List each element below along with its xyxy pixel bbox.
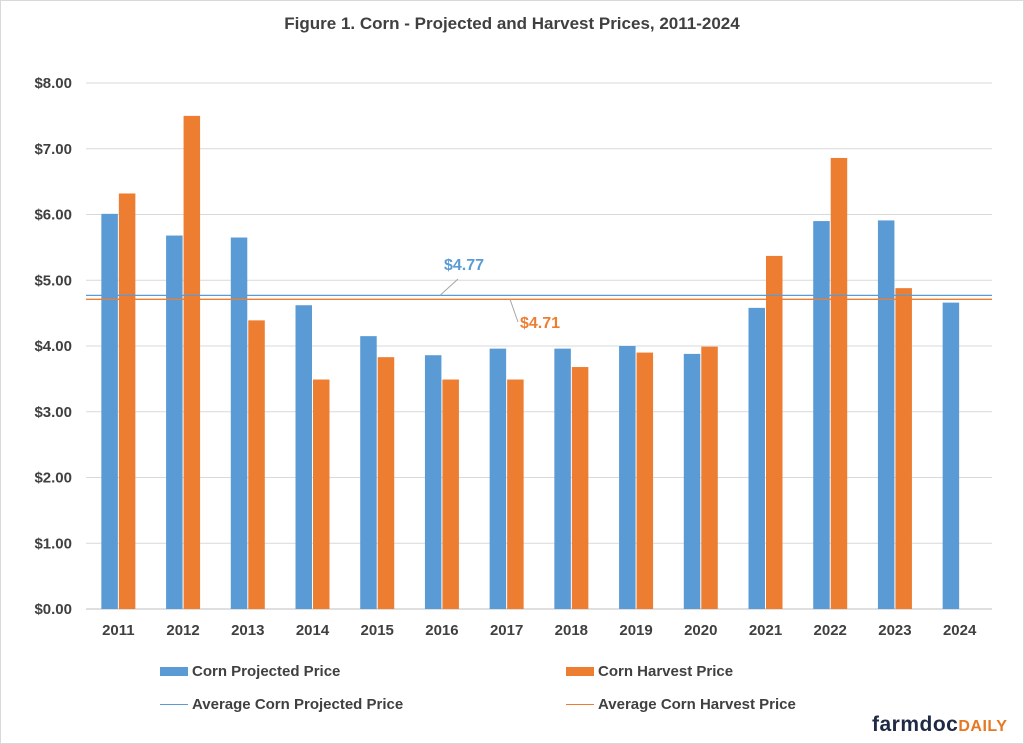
x-tick-label: 2015 (361, 622, 394, 639)
bar-projected-2021 (748, 307, 765, 609)
y-tick-label: $0.00 (34, 601, 72, 618)
x-tick-label: 2020 (684, 622, 717, 639)
bar-harvest-2012 (183, 115, 201, 609)
annotation-leader-projected (439, 278, 459, 296)
legend-item-projected: Corn Projected Price (160, 663, 340, 680)
bar-projected-2018 (554, 348, 571, 609)
bar-harvest-2011 (118, 193, 136, 609)
bar-harvest-2023 (895, 288, 912, 609)
y-tick-label: $3.00 (34, 404, 72, 421)
x-tick-label: 2021 (749, 622, 782, 639)
x-tick-label: 2022 (814, 622, 847, 639)
annotation-avg-harvest: $4.71 (520, 315, 560, 332)
bar-projected-2024 (942, 302, 960, 609)
annotation-avg-projected: $4.77 (444, 257, 484, 274)
legend-label: Corn Projected Price (192, 663, 341, 680)
legend-item-harvest: Corn Harvest Price (566, 663, 733, 680)
bar-projected-2015 (360, 336, 377, 609)
legend-swatch-harvest (566, 667, 594, 676)
legend-item-avg-harvest: Average Corn Harvest Price (566, 696, 796, 713)
bar-projected-2020 (683, 353, 701, 609)
x-tick-label: 2024 (943, 622, 977, 639)
bar-harvest-2020 (701, 346, 718, 609)
farmdoc-daily-logo: farmdocDAILY (872, 713, 1008, 736)
x-tick-label: 2017 (490, 622, 523, 639)
legend-line-avg-projected (160, 704, 188, 705)
legend-swatch-projected (160, 667, 188, 676)
legend-line-avg-harvest (566, 704, 594, 705)
bar-harvest-2014 (313, 379, 330, 609)
bar-projected-2011 (101, 213, 118, 609)
bar-projected-2019 (619, 346, 636, 609)
y-tick-label: $2.00 (34, 470, 72, 487)
legend-item-avg-projected: Average Corn Projected Price (160, 696, 403, 713)
chart-title: Figure 1. Corn - Projected and Harvest P… (284, 14, 740, 33)
legend-label: Average Corn Projected Price (192, 696, 404, 713)
bar-harvest-2018 (571, 367, 589, 609)
bar-projected-2022 (813, 221, 830, 609)
y-tick-label: $7.00 (34, 141, 72, 158)
y-tick-label: $1.00 (34, 535, 72, 552)
bar-harvest-2015 (377, 357, 395, 609)
bar-projected-2014 (295, 305, 312, 609)
y-tick-label: $8.00 (34, 75, 72, 92)
x-tick-label: 2023 (878, 622, 911, 639)
x-tick-label: 2011 (102, 622, 135, 639)
y-tick-label: $4.00 (34, 338, 72, 355)
bar-projected-2023 (877, 220, 895, 610)
bar-projected-2012 (166, 235, 183, 610)
bar-harvest-2013 (248, 320, 265, 609)
bar-projected-2017 (489, 348, 507, 609)
bar-harvest-2017 (507, 379, 524, 609)
legend-label: Corn Harvest Price (598, 663, 734, 680)
x-tick-label: 2012 (166, 622, 199, 639)
y-tick-label: $5.00 (34, 272, 72, 289)
legend-label: Average Corn Harvest Price (598, 696, 796, 713)
x-tick-label: 2018 (555, 622, 588, 639)
x-tick-label: 2013 (231, 622, 264, 639)
x-tick-label: 2014 (296, 622, 330, 639)
x-tick-label: 2016 (425, 622, 458, 639)
bar-projected-2013 (230, 237, 248, 609)
bar-harvest-2019 (636, 352, 654, 609)
bar-harvest-2021 (766, 255, 783, 610)
y-tick-label: $6.00 (34, 207, 72, 224)
bar-harvest-2016 (442, 379, 459, 609)
annotation-leader-harvest (509, 299, 519, 323)
x-tick-label: 2019 (619, 622, 652, 639)
bar-harvest-2022 (830, 157, 848, 609)
bar-projected-2016 (424, 355, 442, 609)
